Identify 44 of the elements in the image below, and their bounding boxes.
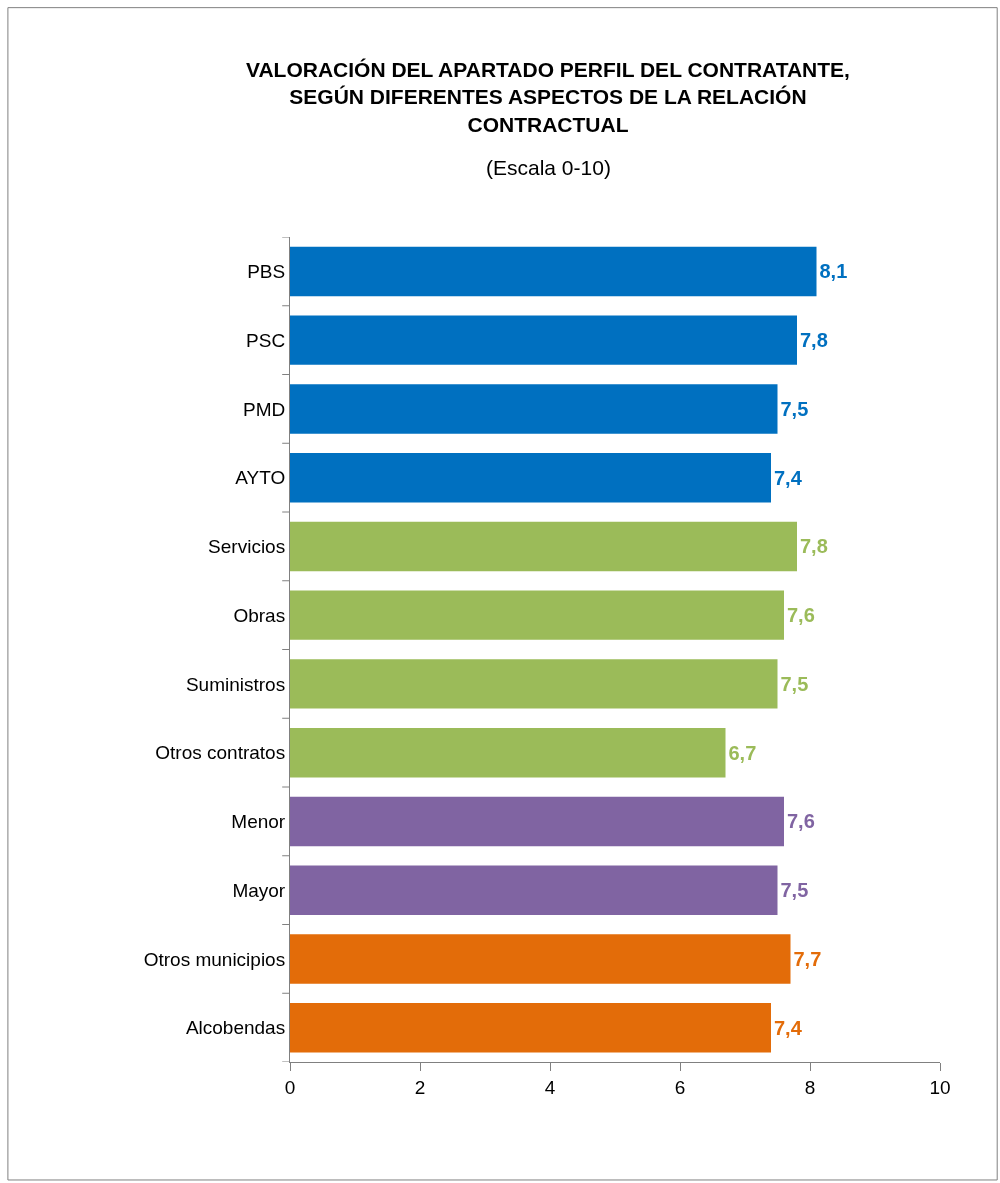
y-tick-label: PSC [246,329,286,351]
bar [290,934,791,984]
data-label: 7,6 [787,604,815,627]
data-label: 7,4 [774,1016,803,1039]
data-label: 7,5 [780,397,809,420]
y-tick-label: Suministros [185,673,286,695]
x-tick-label: 2 [414,1076,426,1098]
y-tick-label: Mayor [232,879,286,901]
data-label: 7,8 [800,329,828,352]
bar [290,246,817,297]
data-label: 7,7 [793,947,822,970]
x-tick-label: 10 [929,1076,951,1098]
y-tick-label: Otros municipios [143,948,286,970]
x-tick-label: 4 [544,1076,556,1098]
y-tick-label: AYTO [235,467,286,489]
data-label: 7,8 [800,535,828,558]
bar [290,865,778,915]
bar [290,315,797,365]
x-tick-label: 0 [284,1076,296,1098]
y-tick-label: Alcobendas [185,1017,286,1039]
y-tick-label: Otros contratos [155,742,286,764]
data-label: 7,5 [780,672,809,695]
chart-subtitle: (Escala 0-10) [486,156,611,179]
data-label: 7,5 [780,879,809,902]
data-label: 8,1 [819,260,848,283]
bar [290,659,778,709]
y-tick-label: PBS [247,261,286,283]
data-label: 7,6 [787,810,815,833]
data-label: 6,7 [728,741,757,764]
bar [290,727,726,778]
y-tick-label: Obras [233,604,286,626]
bar [290,1002,771,1053]
bar [290,796,784,847]
data-label: 7,4 [774,466,803,489]
chart-title: VALORACIÓN DEL APARTADO PERFIL DEL CONTRATANTE, SEGÚN DIFERENTES ASPECTOS DE LA RELACIÓN CONTRACTUAL [246,58,850,136]
bar [290,452,771,503]
bar [290,521,797,572]
bar [290,384,778,434]
y-tick-label: Servicios [208,536,286,558]
y-tick-label: Menor [231,811,286,833]
x-tick-label: 6 [674,1076,686,1098]
x-tick-label: 8 [804,1076,816,1098]
bar [290,590,784,640]
y-tick-label: PMD [242,398,286,420]
